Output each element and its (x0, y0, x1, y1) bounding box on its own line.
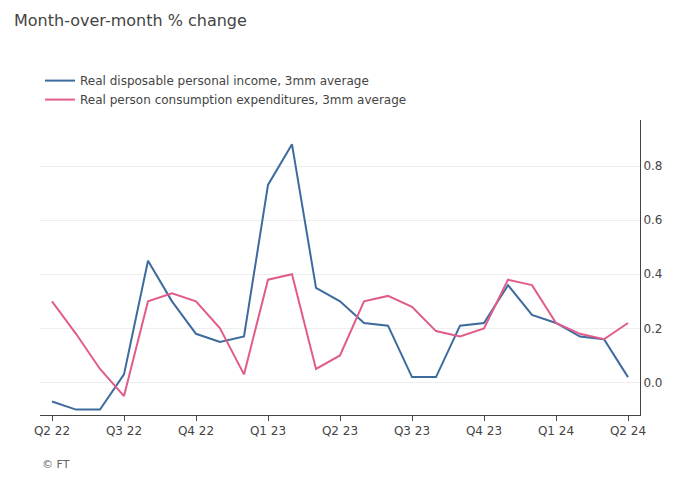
svg-text:0.2: 0.2 (643, 322, 662, 336)
svg-text:Q2 23: Q2 23 (322, 424, 358, 438)
svg-text:Real disposable personal incom: Real disposable personal income, 3mm ave… (80, 74, 369, 88)
svg-text:Real person consumption expend: Real person consumption expenditures, 3m… (80, 93, 406, 107)
svg-text:0.6: 0.6 (643, 213, 662, 227)
svg-text:Q2 22: Q2 22 (34, 424, 70, 438)
svg-text:0.4: 0.4 (643, 267, 662, 281)
svg-text:Q2 24: Q2 24 (610, 424, 646, 438)
svg-text:Q3 23: Q3 23 (394, 424, 430, 438)
svg-text:Q1 24: Q1 24 (538, 424, 574, 438)
svg-text:Q3 22: Q3 22 (106, 424, 142, 438)
svg-text:0.8: 0.8 (643, 159, 662, 173)
svg-text:Q1 23: Q1 23 (250, 424, 286, 438)
svg-text:© FT: © FT (42, 458, 70, 471)
svg-text:Q4 22: Q4 22 (178, 424, 214, 438)
svg-text:Month-over-month % change: Month-over-month % change (14, 11, 247, 30)
svg-text:0.0: 0.0 (643, 376, 662, 390)
svg-text:Q4 23: Q4 23 (466, 424, 502, 438)
